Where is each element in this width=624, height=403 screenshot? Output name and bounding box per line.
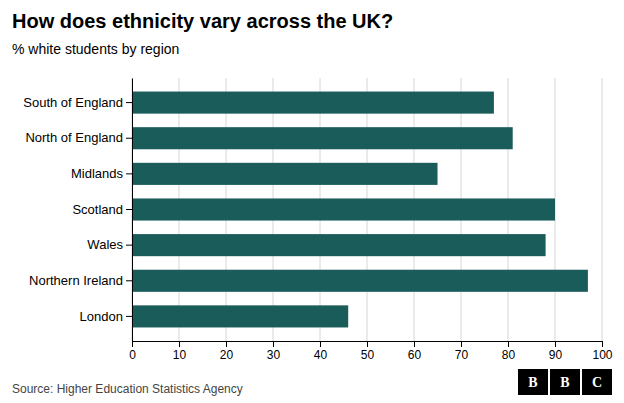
- tick-mark: [320, 341, 321, 347]
- tick-mark: [126, 102, 132, 103]
- tick-label: 80: [502, 348, 516, 362]
- tick: 30: [267, 341, 281, 362]
- tick-label: South of England: [23, 95, 123, 110]
- source: Source: Higher Education Statistics Agen…: [12, 382, 243, 396]
- plot: 0 10 20 30 40 50 60 70 80 90 100 South of England No…: [23, 78, 613, 362]
- tick-label: 40: [314, 348, 328, 362]
- logo: BBC: [518, 369, 612, 395]
- grid: [132, 78, 602, 341]
- tick-label: London: [80, 309, 123, 324]
- tick-mark: [461, 341, 462, 347]
- logo-letter: C: [592, 375, 602, 390]
- tick-mark: [555, 341, 556, 347]
- bar: [132, 305, 348, 327]
- tick-mark: [126, 138, 132, 139]
- tick-mark: [179, 341, 180, 347]
- tick-mark: [126, 280, 132, 281]
- chart-container: How does ethnicity vary across the UK? % …: [0, 0, 624, 403]
- subtitle: % white students by region: [12, 41, 179, 57]
- grid-line: [602, 78, 603, 341]
- tick-label: North of England: [25, 130, 123, 145]
- tick-mark: [226, 341, 227, 347]
- tick-label: 70: [455, 348, 469, 362]
- tick-label: 90: [549, 348, 563, 362]
- tick: 60: [408, 341, 422, 362]
- tick-mark: [126, 316, 132, 317]
- bar: [132, 163, 438, 185]
- bars: [132, 92, 588, 328]
- tick: 50: [361, 341, 375, 362]
- tick-mark: [126, 173, 132, 174]
- tick-label: Northern Ireland: [29, 273, 123, 288]
- logo-box: [550, 369, 580, 395]
- axis-line: [132, 79, 133, 342]
- tick: Midlands: [71, 166, 132, 181]
- tick-label: Midlands: [71, 166, 124, 181]
- tick: London: [80, 309, 132, 324]
- tick: Wales: [87, 237, 132, 252]
- tick-mark: [602, 341, 603, 347]
- bar: [132, 234, 546, 256]
- logo-box: [518, 369, 548, 395]
- tick: Northern Ireland: [29, 273, 132, 288]
- tick-label: Scotland: [72, 202, 123, 217]
- tick: 100: [592, 341, 612, 362]
- bar: [132, 127, 513, 149]
- tick: 20: [220, 341, 234, 362]
- tick-label: 20: [220, 348, 234, 362]
- tick: 0: [129, 341, 136, 362]
- tick: South of England: [23, 95, 132, 110]
- tick-mark: [273, 341, 274, 347]
- bar: [132, 270, 588, 292]
- title: How does ethnicity vary across the UK?: [12, 10, 393, 32]
- tick-label: 50: [361, 348, 375, 362]
- tick: 10: [173, 341, 187, 362]
- tick-mark: [367, 341, 368, 347]
- logo-letter: B: [528, 375, 537, 390]
- tick: 40: [314, 341, 328, 362]
- tick-mark: [126, 209, 132, 210]
- tick: 80: [502, 341, 516, 362]
- tick-label: 10: [173, 348, 187, 362]
- tick-label: 0: [129, 348, 136, 362]
- tick-label: 60: [408, 348, 422, 362]
- tick-label: 30: [267, 348, 281, 362]
- category-axis: South of England North of England Midlands…: [23, 79, 132, 342]
- tick-mark: [126, 245, 132, 246]
- tick-label: Wales: [87, 237, 123, 252]
- chart: How does ethnicity vary across the UK? % …: [0, 0, 624, 403]
- tick: North of England: [25, 130, 132, 145]
- tick: Scotland: [72, 202, 132, 217]
- tick-label: 100: [592, 348, 612, 362]
- bar: [132, 198, 555, 220]
- logo-letter: B: [560, 375, 569, 390]
- tick-mark: [414, 341, 415, 347]
- logo-box: [582, 369, 612, 395]
- tick-mark: [132, 341, 133, 347]
- tick: 90: [549, 341, 563, 362]
- tick: 70: [455, 341, 469, 362]
- value-axis: 0 10 20 30 40 50 60 70 80 90 100: [129, 341, 613, 362]
- bar: [132, 92, 494, 114]
- tick-mark: [508, 341, 509, 347]
